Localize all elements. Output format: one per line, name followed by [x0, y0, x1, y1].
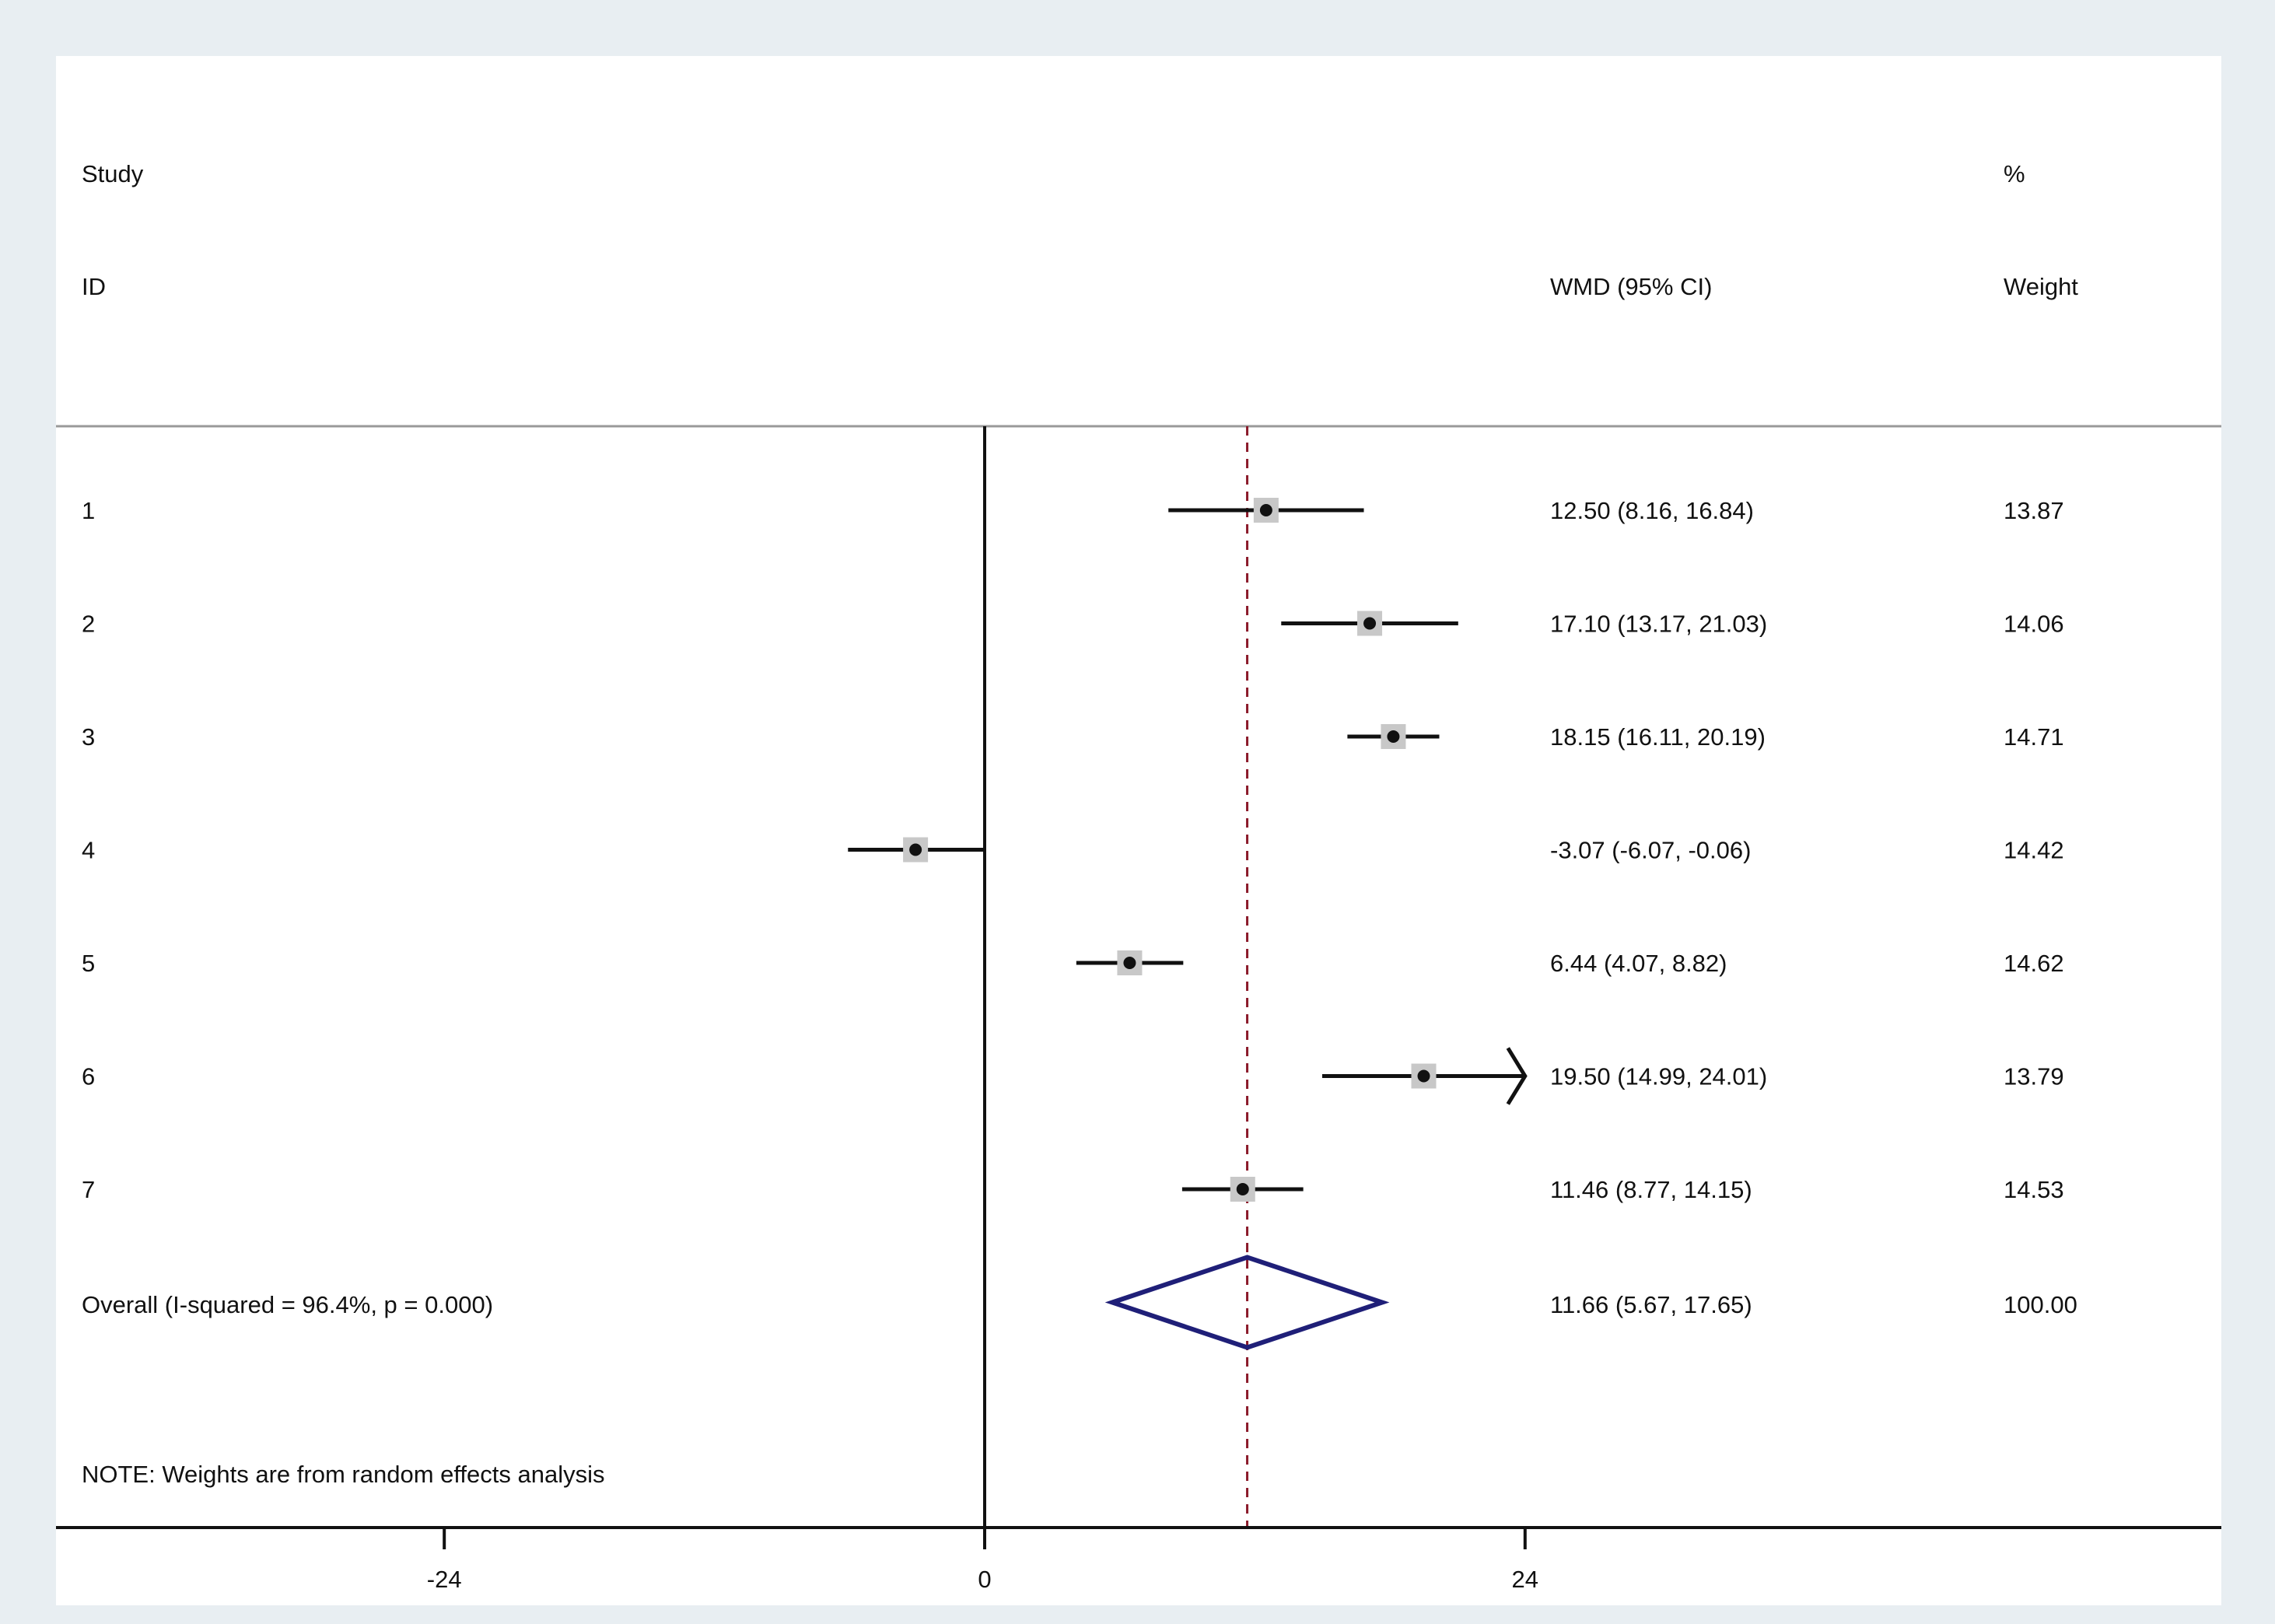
header-id: ID — [82, 273, 106, 300]
point-estimate — [1387, 730, 1400, 743]
study-id: 6 — [82, 1063, 95, 1090]
ci-label: 17.10 (13.17, 21.03) — [1550, 611, 1767, 638]
weight-value: 14.71 — [2004, 723, 2064, 751]
header-estimate: WMD (95% CI) — [1550, 273, 1712, 300]
weight-value: 14.06 — [2004, 611, 2064, 638]
overall-diamond — [1104, 1255, 1390, 1350]
study-id: 4 — [82, 837, 95, 864]
x-axis: -24 0 24 — [427, 1528, 1538, 1593]
plot-panel — [56, 56, 2221, 1605]
weight-value: 14.42 — [2004, 837, 2064, 864]
ci-label: -3.07 (-6.07, -0.06) — [1550, 837, 1751, 864]
ci-label: 12.50 (8.16, 16.84) — [1550, 497, 1754, 524]
point-estimate — [1259, 504, 1272, 516]
study-id: 2 — [82, 611, 95, 638]
ci-label: 18.15 (16.11, 20.19) — [1550, 723, 1766, 751]
overall-label: Overall (I-squared = 96.4%, p = 0.000) — [82, 1291, 493, 1318]
ci-clip-arrow — [1506, 1047, 1528, 1105]
study-row: 1 12.50 (8.16, 16.84) 13.87 — [82, 497, 2064, 524]
point-estimate — [1236, 1183, 1249, 1195]
study-row: 7 11.46 (8.77, 14.15) 14.53 — [82, 1176, 2064, 1203]
study-rows: 1 12.50 (8.16, 16.84) 13.87 2 17.10 (13.17, … — [82, 497, 2064, 1203]
weight-value: 13.87 — [2004, 497, 2064, 524]
study-row: 3 18.15 (16.11, 20.19) 14.71 — [82, 723, 2064, 751]
study-row: 2 17.10 (13.17, 21.03) 14.06 — [82, 611, 2064, 638]
header-weight: Weight — [2004, 273, 2078, 300]
overall-ci-label: 11.66 (5.67, 17.65) — [1550, 1291, 1752, 1318]
study-row: 5 6.44 (4.07, 8.82) 14.62 — [82, 950, 2064, 977]
study-row: 6 19.50 (14.99, 24.01) 13.79 — [82, 1047, 2064, 1105]
study-id: 3 — [82, 723, 95, 751]
weight-value: 14.62 — [2004, 950, 2064, 977]
point-estimate — [1417, 1069, 1430, 1083]
study-id: 1 — [82, 497, 95, 524]
point-estimate — [1123, 957, 1136, 969]
x-tick-label: -24 — [427, 1566, 462, 1593]
ci-label: 19.50 (14.99, 24.01) — [1550, 1063, 1767, 1090]
weight-value: 13.79 — [2004, 1063, 2064, 1090]
header-study: Study — [82, 160, 144, 187]
weight-value: 14.53 — [2004, 1176, 2064, 1203]
x-tick-label: 0 — [978, 1566, 991, 1593]
point-estimate — [1363, 617, 1377, 630]
study-id: 7 — [82, 1176, 95, 1203]
overall-weight: 100.00 — [2004, 1291, 2077, 1318]
study-row: 4 -3.07 (-6.07, -0.06) 14.42 — [82, 837, 2064, 864]
study-id: 5 — [82, 950, 95, 977]
point-estimate — [909, 843, 922, 856]
x-tick-label: 24 — [1512, 1566, 1538, 1593]
header-weight-percent: % — [2004, 160, 2025, 187]
note-text: NOTE: Weights are from random effects an… — [82, 1461, 605, 1488]
ci-label: 6.44 (4.07, 8.82) — [1550, 950, 1727, 977]
ci-label: 11.46 (8.77, 14.15) — [1550, 1176, 1752, 1203]
